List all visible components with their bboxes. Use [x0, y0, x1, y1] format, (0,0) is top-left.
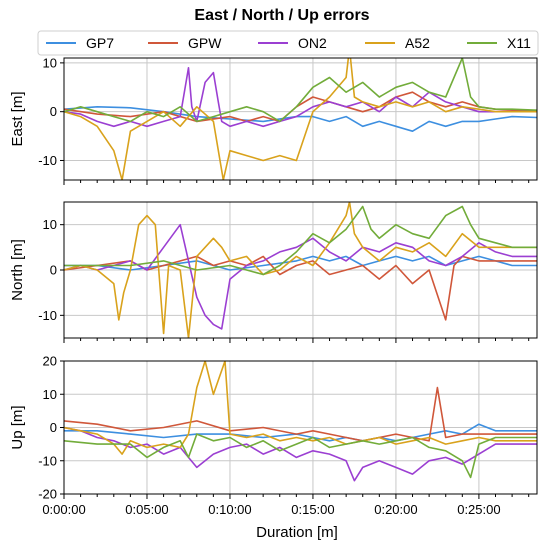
panel-3: 20 10 0 -10 -20 Up [m]	[9, 354, 538, 502]
legend-entry-gpw: GPW	[148, 35, 222, 51]
y-tick-label: 10	[43, 387, 57, 402]
panel-frame	[63, 57, 538, 181]
y-tick-label: -20	[38, 487, 57, 502]
panel-2: 10 0 -10 North [m]	[9, 201, 538, 343]
x-tick-label: 0:25:00	[457, 502, 500, 517]
series-line-on2	[64, 426, 537, 482]
x-tick-label: 0:15:00	[291, 502, 334, 517]
series-line-on2	[64, 223, 537, 330]
legend-entry-x11: X11	[467, 35, 531, 51]
y-tick-label: 10	[43, 217, 57, 232]
legend-label-x11: X11	[507, 35, 531, 51]
series-line-a52	[64, 361, 537, 455]
x-tick-label: 0:05:00	[125, 502, 168, 517]
y-tick-label: -10	[38, 153, 57, 168]
legend-label-gp7: GP7	[86, 35, 114, 51]
series-line-x11	[64, 58, 537, 123]
series-line-a52	[64, 58, 537, 180]
y-tick-label: -10	[38, 308, 57, 323]
y-tick-label: 0	[50, 420, 57, 435]
legend-entry-gp7: GP7	[46, 35, 114, 51]
y-tick-label: 0	[50, 263, 57, 278]
y-tick-label: 0	[50, 104, 57, 119]
x-tick-label: 0:20:00	[374, 502, 417, 517]
series-line-on2	[64, 67, 537, 128]
series-line-gpw	[64, 386, 537, 442]
legend-label-on2: ON2	[298, 35, 327, 51]
series-line-a52	[64, 202, 537, 338]
series-line-gpw	[64, 255, 537, 321]
series-line-x11	[64, 433, 537, 479]
panel-1: 10 0 -10 East [m]	[9, 55, 538, 185]
legend: GP7 GPW ON2 A52 X11	[37, 30, 539, 56]
x-axis-label: Duration [m]	[256, 524, 338, 541]
legend-label-gpw: GPW	[188, 35, 222, 51]
series-line-x11	[64, 205, 537, 276]
y-tick-label: 20	[43, 354, 57, 369]
legend-label-a52: A52	[405, 35, 430, 51]
x-tick-label: 0:10:00	[208, 502, 251, 517]
legend-entry-on2: ON2	[258, 35, 327, 51]
legend-entry-a52: A52	[365, 35, 430, 51]
x-tick-label: 0:00:00	[42, 502, 85, 517]
y-tick-label: 10	[43, 55, 57, 70]
y-axis-label: North [m]	[9, 239, 26, 301]
y-axis-label: Up [m]	[9, 405, 26, 449]
y-tick-label: -10	[38, 453, 57, 468]
chart-title: East / North / Up errors	[194, 7, 369, 24]
y-axis-label: East [m]	[9, 91, 26, 146]
